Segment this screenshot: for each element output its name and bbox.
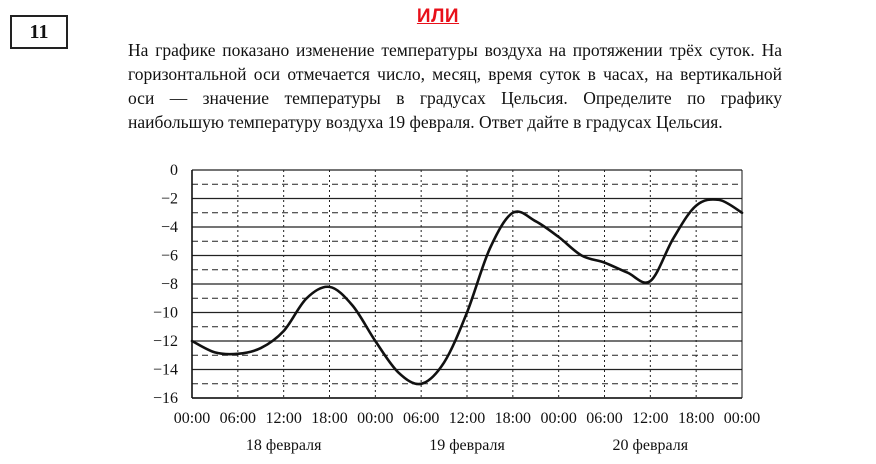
x-tick-label: 18:00 [495,410,531,427]
day-labels: 18 февраля 19 февраля 20 февраля [246,437,689,454]
y-axis-ticks: 0 −2 −4 −6 −8 −10 −12 −14 −16 [153,162,178,407]
y-tick-label: −16 [153,390,178,407]
x-tick-label: 06:00 [220,410,256,427]
y-tick-label: −8 [161,276,178,293]
day-label: 19 февраля [429,437,505,454]
day-label: 18 февраля [246,437,322,454]
x-tick-label: 06:00 [586,410,622,427]
x-tick-label: 06:00 [403,410,439,427]
temperature-line [190,198,744,386]
task-number: 11 [29,20,49,43]
x-tick-label: 18:00 [678,410,714,427]
day-label: 20 февраля [613,437,689,454]
y-tick-label: −2 [161,191,178,208]
y-tick-label: −6 [161,248,178,265]
x-tick-label: 00:00 [357,410,393,427]
y-tick-label: 0 [170,162,178,179]
chart-grid [191,169,743,399]
chart-frame [191,170,743,399]
x-axis-ticks: 00:00 06:00 12:00 18:00 00:00 06:00 12:00 18:00… [174,410,760,427]
x-tick-label: 12:00 [265,410,301,427]
x-tick-label: 12:00 [449,410,485,427]
series-layer [190,198,744,386]
x-tick-label: 18:00 [311,410,347,427]
x-tick-label: 12:00 [632,410,668,427]
x-tick-label: 00:00 [540,410,576,427]
y-tick-label: −14 [153,362,178,379]
y-tick-label: −12 [153,333,178,350]
y-tick-label: −10 [153,305,178,322]
x-tick-label: 00:00 [174,410,210,427]
problem-text: На графике показано изменение температур… [128,40,782,132]
task-number-box: 11 [10,15,68,49]
or-label: ИЛИ [416,6,460,27]
y-tick-label: −4 [161,219,178,236]
x-tick-label: 00:00 [724,410,760,427]
